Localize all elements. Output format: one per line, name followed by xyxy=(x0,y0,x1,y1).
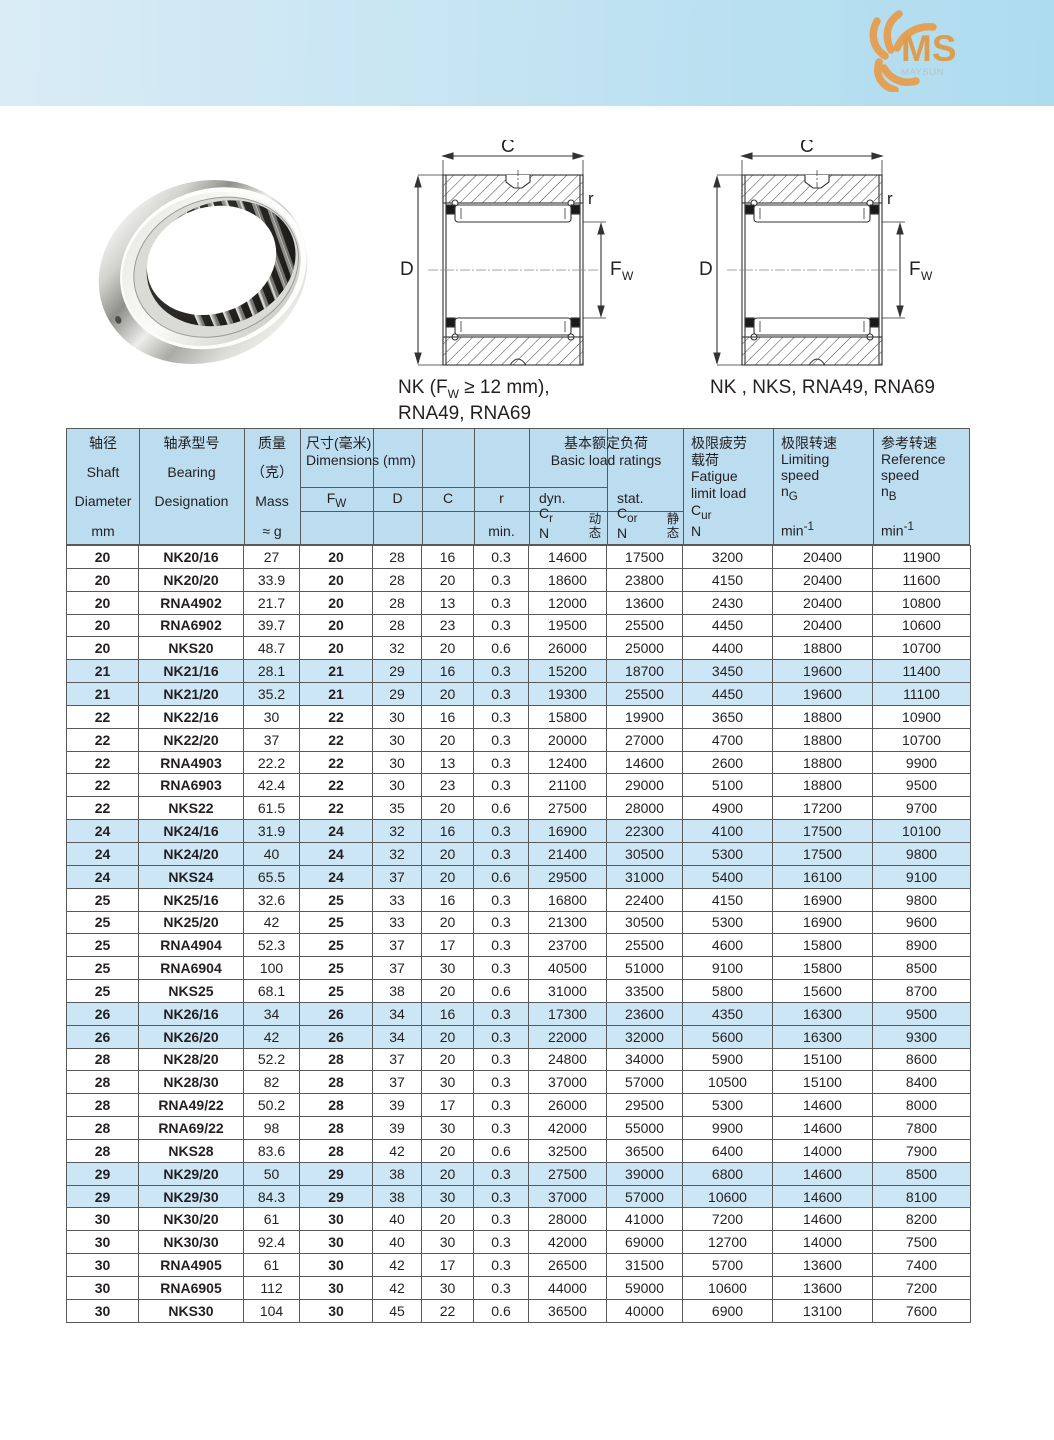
svg-text:MAYSUN: MAYSUN xyxy=(901,67,944,78)
svg-text:C: C xyxy=(501,140,515,157)
svg-text:MS: MS xyxy=(901,28,957,69)
svg-text:r: r xyxy=(887,189,893,208)
svg-text:W: W xyxy=(622,269,634,283)
svg-text:D: D xyxy=(699,259,713,280)
svg-text:C: C xyxy=(800,140,814,157)
svg-text:F: F xyxy=(909,259,921,280)
svg-text:D: D xyxy=(400,259,414,280)
svg-text:r: r xyxy=(588,189,594,208)
svg-text:F: F xyxy=(610,259,622,280)
svg-text:W: W xyxy=(921,269,933,283)
